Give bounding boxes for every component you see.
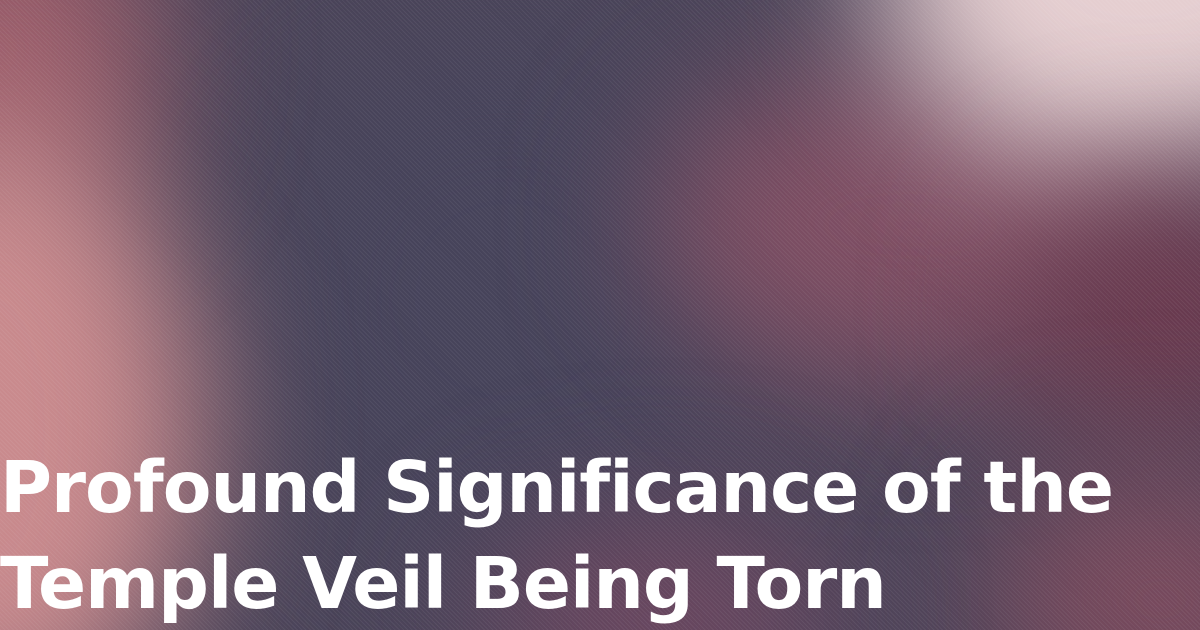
title-line-2: Temple Veil Being Torn <box>0 542 887 625</box>
page-title: Profound Significance of the Temple Veil… <box>0 440 1180 630</box>
title-line-1: Profound Significance of the <box>0 446 1114 529</box>
